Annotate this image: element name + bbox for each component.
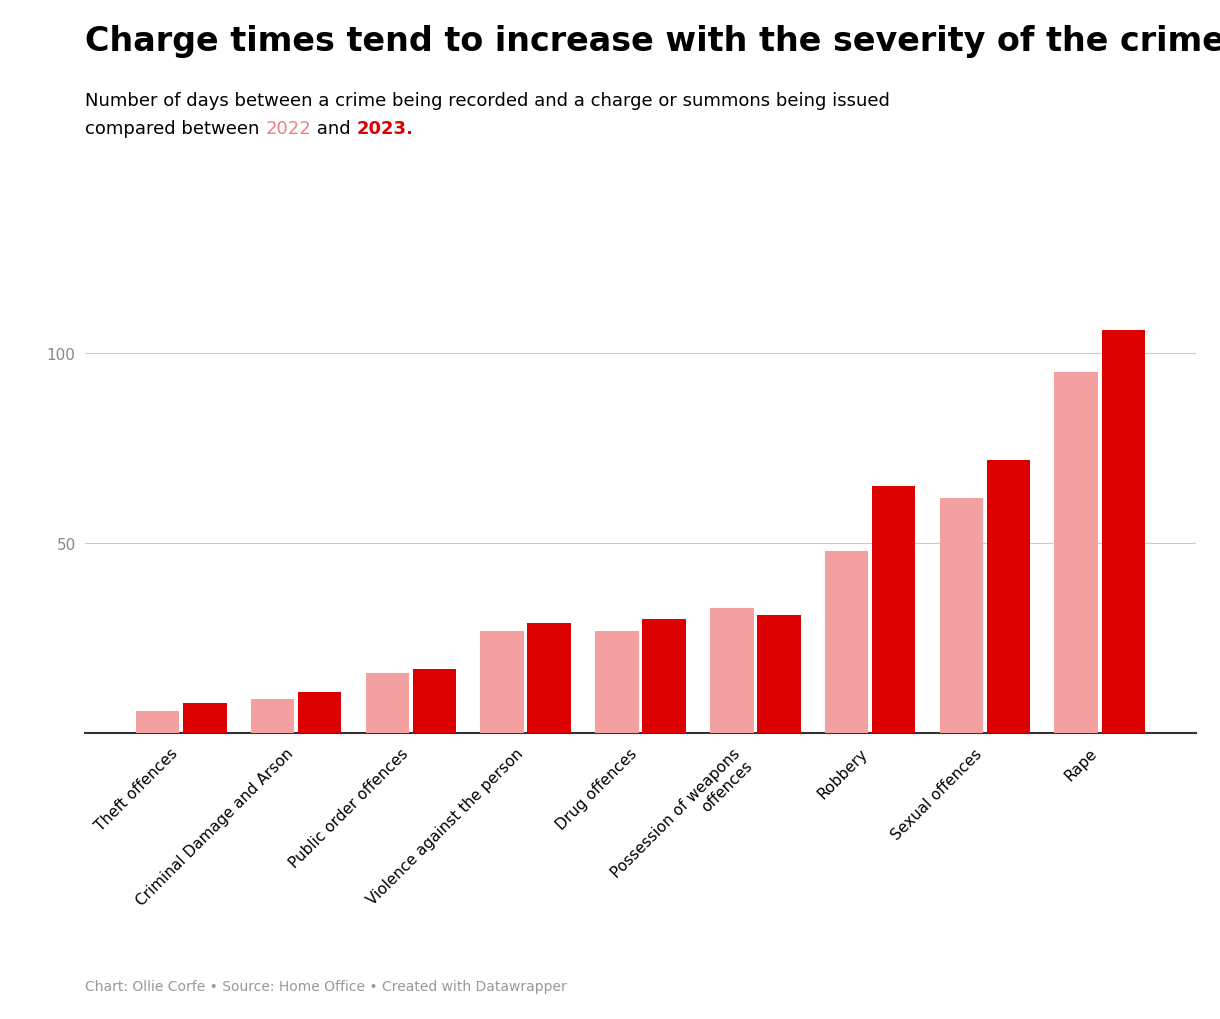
Bar (412, 669, 456, 734)
Text: 2022: 2022 (266, 120, 311, 139)
Bar (298, 692, 342, 734)
Text: compared between: compared between (85, 120, 266, 139)
Bar (872, 487, 915, 734)
Bar (595, 631, 639, 734)
Bar (1102, 331, 1146, 734)
Text: Number of days between a crime being recorded and a charge or summons being issu: Number of days between a crime being rec… (85, 92, 891, 110)
Bar (758, 615, 800, 734)
Text: and: and (311, 120, 356, 139)
Bar (987, 461, 1031, 734)
Bar (825, 551, 869, 734)
Bar (481, 631, 523, 734)
Bar (183, 703, 227, 734)
Text: 2023.: 2023. (356, 120, 414, 139)
Bar (527, 624, 571, 734)
Text: Charge times tend to increase with the severity of the crime: Charge times tend to increase with the s… (85, 25, 1220, 58)
Bar (250, 699, 294, 734)
Bar (710, 608, 754, 734)
Text: Chart: Ollie Corfe • Source: Home Office • Created with Datawrapper: Chart: Ollie Corfe • Source: Home Office… (85, 979, 567, 994)
Bar (939, 498, 983, 734)
Bar (135, 711, 179, 734)
Bar (366, 673, 409, 734)
Bar (642, 620, 686, 734)
Bar (1054, 373, 1098, 734)
